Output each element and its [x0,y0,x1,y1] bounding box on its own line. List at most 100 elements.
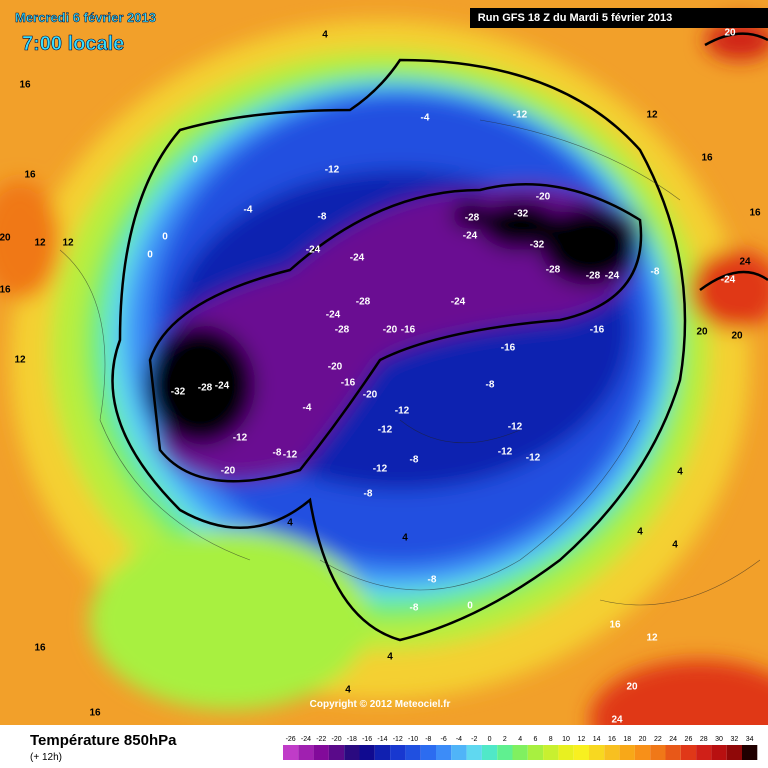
colorbar-swatch [344,745,360,760]
colorbar-swatch [543,745,559,760]
colorbar-swatch [634,745,651,760]
colorbar-label: -6 [441,736,447,743]
colorbar-label: -14 [377,736,387,743]
colorbar: -26 -24 -22 -20 -18 -16 -14 -12 -10 -8 -6 -4 -2 0 2 4 6 8… [283,736,758,760]
isotherm-label: -24 [451,297,466,308]
isotherm-label: -8 [410,455,419,466]
run-banner [470,8,768,28]
colorbar-label: 10 [562,736,570,743]
colorbar-label: -10 [408,736,418,743]
isotherm-label: -32 [171,387,186,398]
isotherm-label: -32 [530,240,545,251]
colorbar-swatch [680,745,697,760]
isotherm-label: -16 [401,325,416,336]
copyright: Copyright © 2012 Meteociel.fr [310,699,451,710]
isotherm-label: 16 [24,170,36,181]
colorbar-swatch [696,745,712,760]
colorbar-label: 34 [746,736,754,743]
colorbar-label: 0 [488,736,492,743]
colorbar-swatch [451,745,467,760]
isotherm-label: 12 [62,238,74,249]
colorbar-label: 4 [518,736,522,743]
colorbar-label: -2 [471,736,477,743]
isotherm-label: -12 [508,422,523,433]
colorbar-label: 20 [639,736,647,743]
colorbar-label: 28 [700,736,708,743]
isotherm-label: -28 [335,325,350,336]
isotherm-label: -8 [410,603,419,614]
colorbar-swatch [497,745,513,760]
isotherm-label: 0 [467,601,473,612]
isotherm-label: -12 [526,453,541,464]
coastlines [59,119,761,606]
isotherm-label: -12 [378,425,393,436]
colorbar-label: 8 [549,736,553,743]
isotherm-label: -28 [465,213,480,224]
isotherm-label: -24 [350,253,365,264]
colorbar-label: 24 [669,736,677,743]
colorbar-label: -8 [425,736,431,743]
colorbar-swatch [436,745,452,760]
isotherm-label: 20 [626,682,638,693]
isotherm-label: -20 [383,325,398,336]
colorbar-swatch [359,745,375,760]
isotherm-label: 16 [0,285,11,296]
isotherm-label: 12 [646,633,658,644]
isotherm-label: 12 [14,355,26,366]
colorbar-swatch [650,745,666,760]
isotherm-label: 16 [19,80,31,91]
isotherm-label: -24 [721,275,736,286]
isotherm-label: -12 [325,165,340,176]
isotherm-label: -20 [328,362,343,373]
isotherm-label: 12 [34,238,46,249]
isotherm-label: 4 [637,527,643,538]
colorbar-label: 16 [608,736,616,743]
colorbar-swatch [328,745,345,760]
colorbar-swatch [573,745,589,760]
colorbar-label: -16 [362,736,372,743]
colorbar-label: 26 [685,736,693,743]
isotherm-label: 20 [731,331,743,342]
colorbar-label: -4 [456,736,462,743]
colorbar-label: -26 [286,736,296,743]
colorbar-swatch [420,745,436,760]
colorbar-swatch [512,745,528,760]
colorbar-swatch [558,745,574,760]
colorbar-swatch [390,745,406,760]
isotherm-label: -8 [651,267,660,278]
isotherm-label: -24 [326,310,341,321]
isotherm-label: 20 [724,28,736,39]
colorbar-label: 18 [623,736,631,743]
colorbar-label: 30 [715,736,723,743]
local-time: 7:00 locale [22,33,124,55]
isotherm-label: 20 [0,233,11,244]
colorbar-label: -22 [316,736,326,743]
isotherm-label: -8 [318,212,327,223]
isotherm-label: -20 [221,466,236,477]
isotherm-label: -4 [421,113,430,124]
isotherm-label: 4 [287,518,293,529]
colorbar-label: -12 [393,736,403,743]
isotherm-label: 0 [192,155,198,166]
colorbar-swatch [298,745,314,760]
colorbar-swatch [742,745,758,760]
isotherm-label: -16 [590,325,605,336]
isotherm-label: 0 [147,250,153,261]
isotherm-label: 24 [611,715,623,726]
colorbar-label: 6 [533,736,537,743]
isotherm-label: 16 [609,620,621,631]
isotherm-label: -20 [536,192,551,203]
isotherm-label: 4 [672,540,678,551]
isotherm-label: 16 [34,643,46,654]
isotherm-label: -12 [373,464,388,475]
isotherm-label: 4 [677,467,683,478]
isotherm-label: -32 [514,209,529,220]
forecast-lead: (+ 12h) [30,752,62,763]
isotherm-label: -28 [586,271,601,282]
isotherm-label: -24 [215,381,230,392]
isotherm-label: -8 [428,575,437,586]
isotherm-label: -24 [463,231,478,242]
isotherm-label: 16 [701,153,713,164]
